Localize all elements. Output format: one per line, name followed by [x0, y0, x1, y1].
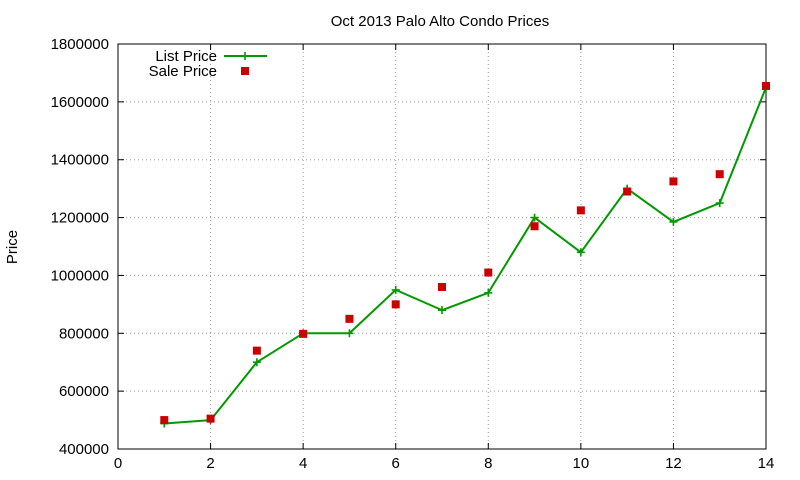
x-tick-label: 4: [299, 455, 307, 472]
plot-frame: [117, 43, 767, 450]
sale-price-point: [160, 416, 169, 425]
list-price-line: [164, 87, 767, 425]
legend: List Price Sale Price: [149, 48, 267, 80]
list-price-point: [530, 213, 539, 222]
sale-price-point: [530, 222, 539, 231]
y-tick-label: 1200000: [51, 210, 109, 227]
chart-title: Oct 2013 Palo Alto Condo Prices: [331, 13, 549, 30]
y-tick-label: 1600000: [51, 94, 109, 111]
list-price-point: [715, 199, 724, 208]
axis-ticks: [117, 43, 767, 450]
sale-price-point: [762, 81, 770, 90]
y-tick-label: 1000000: [51, 267, 109, 284]
x-tick-label: 8: [484, 455, 492, 472]
sale-price-point: [623, 187, 632, 196]
x-tick-label: 6: [392, 455, 400, 472]
legend-marker-list-price: [241, 52, 249, 60]
x-tick-label: 14: [758, 455, 775, 472]
sale-price-point: [206, 414, 215, 423]
x-tick-label: 12: [665, 455, 682, 472]
sale-price-point: [484, 268, 493, 277]
y-axis-label: Price: [4, 230, 21, 264]
sale-price-point: [669, 177, 678, 186]
y-tick-label: 800000: [59, 325, 109, 342]
y-tick-label: 400000: [59, 441, 109, 458]
sale-price-point: [252, 346, 261, 355]
sale-price-point: [576, 206, 585, 215]
legend-label-sale-price: Sale Price: [149, 63, 217, 80]
list-price-point: [576, 248, 585, 257]
list-price-point: [391, 285, 400, 294]
list-price-point: [345, 329, 354, 338]
list-price-point: [669, 217, 678, 226]
grid-lines: [118, 44, 766, 449]
legend-label-list-price: List Price: [155, 48, 217, 65]
x-tick-label: 0: [114, 455, 122, 472]
y-tick-label: 600000: [59, 383, 109, 400]
y-tick-label: 1400000: [51, 152, 109, 169]
x-tick-label: 2: [206, 455, 214, 472]
legend-symbols: [224, 52, 267, 75]
sale-price-point: [345, 314, 354, 323]
sale-price-point: [299, 329, 308, 338]
y-axis-tick-labels: 400000 600000 800000 1000000 1200000 1400000 1…: [51, 36, 109, 458]
list-price-point: [252, 358, 261, 367]
x-tick-label: 10: [573, 455, 590, 472]
legend-marker-sale-price: [241, 67, 249, 75]
list-price-point: [438, 306, 446, 315]
sale-price-point: [438, 283, 446, 291]
sale-price-point: [715, 170, 724, 179]
y-tick-label: 1800000: [51, 36, 109, 53]
series-layer: [160, 81, 770, 428]
list-price-point: [484, 288, 493, 297]
sale-price-point: [391, 300, 400, 309]
x-axis-tick-labels: 0 2 4 6 8 10 12 14: [114, 455, 775, 472]
